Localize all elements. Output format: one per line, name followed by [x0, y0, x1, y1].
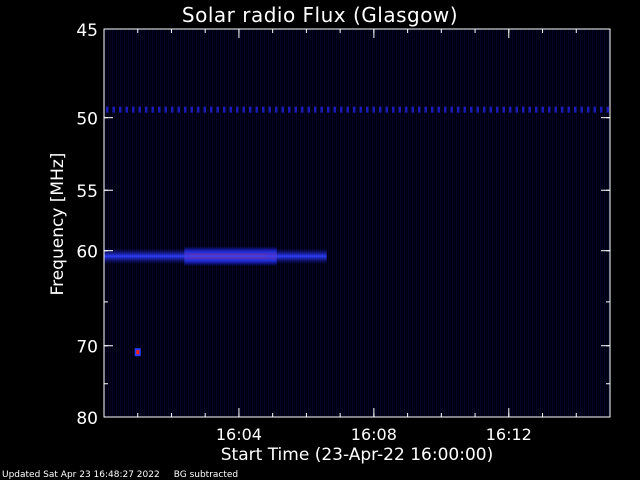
interference-line	[255, 106, 258, 113]
interference-line	[275, 106, 278, 113]
interference-line	[359, 106, 362, 113]
interference-line	[587, 106, 590, 113]
interference-line	[197, 106, 200, 113]
interference-line	[444, 106, 447, 113]
chart-title: Solar radio Flux (Glasgow)	[181, 3, 459, 27]
interference-line	[600, 106, 603, 113]
interference-line	[262, 106, 265, 113]
interference-line	[353, 106, 356, 113]
interference-line	[177, 106, 180, 113]
interference-line	[184, 106, 187, 113]
interference-line	[515, 106, 518, 113]
interference-line	[392, 106, 395, 113]
x-axis-label: Start Time (23-Apr-22 16:00:00)	[220, 445, 494, 465]
interference-line	[138, 106, 141, 113]
y-tick-label: 70	[76, 338, 98, 358]
interference-line	[606, 106, 609, 113]
x-tick-label: 16:08	[351, 425, 397, 444]
interference-line	[164, 106, 167, 113]
interference-line	[470, 106, 473, 113]
y-tick-label: 60	[76, 243, 98, 263]
interference-line	[190, 106, 193, 113]
interference-line	[418, 106, 421, 113]
y-axis-label: Frequency [MHz]	[48, 152, 68, 296]
interference-line	[431, 106, 434, 113]
interference-line	[457, 106, 460, 113]
interference-line	[249, 106, 252, 113]
interference-line	[535, 106, 538, 113]
interference-line	[379, 106, 382, 113]
interference-line	[151, 106, 154, 113]
interference-line	[307, 106, 310, 113]
interference-line	[216, 106, 219, 113]
interference-line	[223, 106, 226, 113]
plot-frame	[103, 28, 611, 418]
interference-line	[554, 106, 557, 113]
interference-line	[158, 106, 161, 113]
interference-line	[229, 106, 232, 113]
interference-line	[463, 106, 466, 113]
interference-line	[405, 106, 408, 113]
interference-line	[372, 106, 375, 113]
interference-line	[574, 106, 577, 113]
updated-timestamp: Updated Sat Apr 23 16:48:27 2022	[2, 470, 160, 480]
interference-line	[288, 106, 291, 113]
y-tick-label: 50	[76, 110, 98, 130]
interference-line	[333, 106, 336, 113]
interference-line	[561, 106, 564, 113]
interference-line	[385, 106, 388, 113]
interference-line	[125, 106, 128, 113]
interference-line	[145, 106, 148, 113]
interference-line	[327, 106, 330, 113]
plot-background	[104, 29, 610, 417]
y-tick-label: 80	[76, 409, 98, 429]
interference-line	[580, 106, 583, 113]
y-tick-label: 55	[76, 182, 98, 202]
interference-line	[294, 106, 297, 113]
interference-line	[210, 106, 213, 113]
interference-line	[340, 106, 343, 113]
interference-line	[496, 106, 499, 113]
interference-line	[346, 106, 349, 113]
interference-line	[509, 106, 512, 113]
interference-line	[366, 106, 369, 113]
interference-line	[314, 106, 317, 113]
x-tick-label: 16:04	[216, 425, 262, 444]
interference-line	[281, 106, 284, 113]
interference-line	[489, 106, 492, 113]
emission-band	[104, 248, 327, 265]
interference-line	[301, 106, 304, 113]
interference-line	[528, 106, 531, 113]
interference-line	[171, 106, 174, 113]
interference-line	[567, 106, 570, 113]
interference-line	[476, 106, 479, 113]
interference-line	[548, 106, 551, 113]
interference-line	[106, 106, 109, 113]
y-tick-label: 45	[76, 21, 98, 41]
footer: Updated Sat Apr 23 16:48:27 2022 BG subtr…	[2, 470, 252, 480]
interference-line	[203, 106, 206, 113]
interference-line	[398, 106, 401, 113]
interference-line	[593, 106, 596, 113]
interference-line	[242, 106, 245, 113]
interference-line	[502, 106, 505, 113]
interference-line	[112, 106, 115, 113]
interference-line	[483, 106, 486, 113]
interference-line	[424, 106, 427, 113]
interference-line	[541, 106, 544, 113]
interference-line	[411, 106, 414, 113]
spot-core	[136, 350, 140, 355]
x-tick-label: 16:12	[486, 425, 532, 444]
interference-line	[522, 106, 525, 113]
bg-subtracted-note: BG subtracted	[173, 470, 239, 480]
interference-line	[236, 106, 239, 113]
interference-line	[119, 106, 122, 113]
interference-line	[268, 106, 271, 113]
interference-line	[132, 106, 135, 113]
interference-line	[320, 106, 323, 113]
interference-line	[437, 106, 440, 113]
interference-line	[450, 106, 453, 113]
